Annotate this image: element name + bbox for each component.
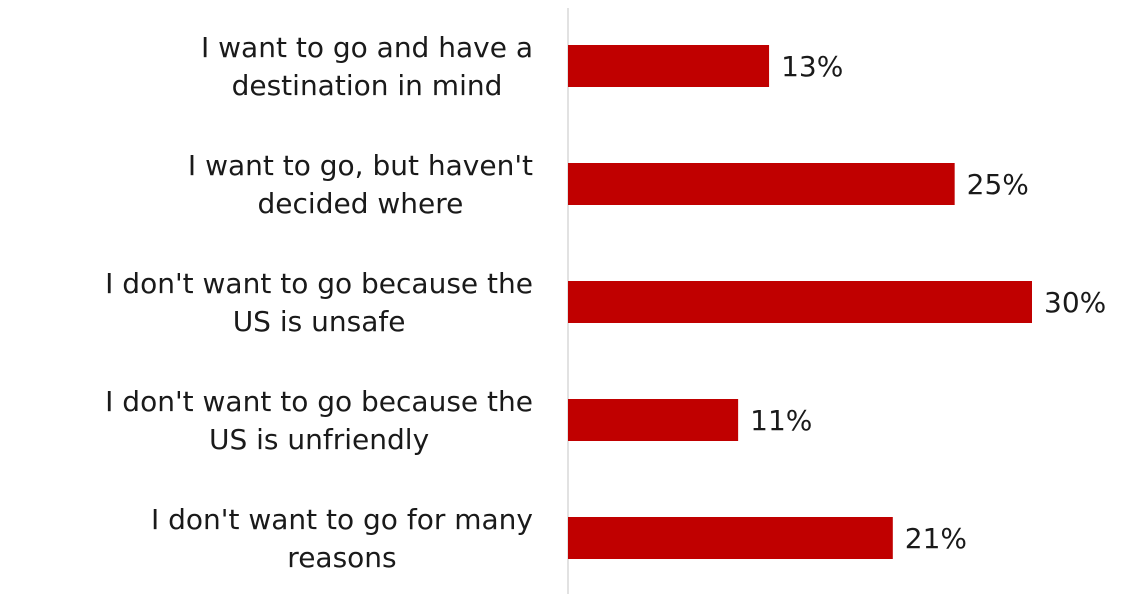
- category-labels-group: I want to go and have a destination in mi…: [105, 31, 533, 574]
- value-label-1: 25%: [967, 168, 1029, 201]
- category-label-4-line-1: reasons: [287, 541, 396, 574]
- value-label-2: 30%: [1044, 286, 1106, 319]
- value-labels-group: 13% 25% 30% 11% 21%: [750, 50, 1106, 555]
- category-label-0-line-1: destination in mind: [232, 69, 503, 102]
- bar-4: [568, 517, 893, 559]
- category-label-1-line-1: decided where: [258, 187, 464, 220]
- category-label-2-line-1: US is unsafe: [233, 305, 406, 338]
- bar-1: [568, 163, 955, 205]
- category-label-2-line-0: I don't want to go because the: [105, 267, 533, 300]
- value-label-0: 13%: [781, 50, 843, 83]
- bar-3: [568, 399, 739, 441]
- category-label-4-line-0: I don't want to go for many: [151, 503, 533, 536]
- value-label-4: 21%: [905, 522, 967, 555]
- bars-group: [568, 45, 1032, 559]
- bar-0: [568, 45, 770, 87]
- value-label-3: 11%: [750, 404, 812, 437]
- category-label-3-line-0: I don't want to go because the: [105, 385, 533, 418]
- category-label-1-line-0: I want to go, but haven't: [188, 149, 533, 182]
- category-label-0-line-0: I want to go and have a: [201, 31, 533, 64]
- category-label-3-line-1: US is unfriendly: [209, 423, 429, 456]
- bar-2: [568, 281, 1032, 323]
